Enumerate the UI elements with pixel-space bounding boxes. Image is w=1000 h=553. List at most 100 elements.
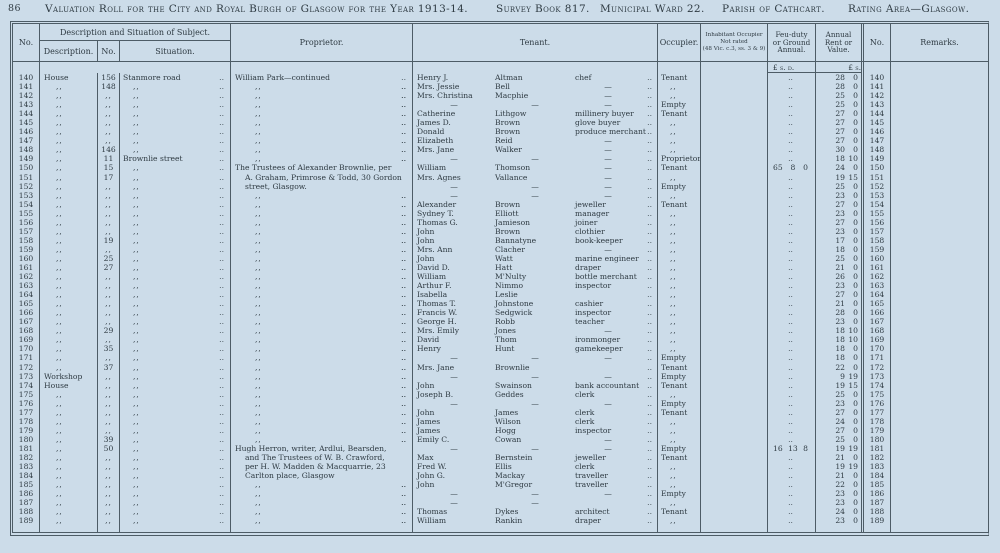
remarks-cell [891, 489, 988, 498]
inhabitant-occupier-cell [701, 217, 768, 227]
annual-rent-cell: 19 19 [835, 462, 858, 472]
inhabitant-occupier-cell [701, 235, 768, 245]
table-row: 164,,,,,,....,,.. Isabella Leslie..,,.. 27 0… [13, 290, 988, 300]
remarks-cell [891, 435, 988, 444]
situation-cell: ,,.. [120, 425, 231, 435]
description-cell: ,, [40, 281, 98, 291]
occupier-cell: Tenant [658, 199, 701, 209]
remarks-cell [891, 218, 988, 227]
inhabitant-occupier-cell [701, 73, 768, 83]
description-cell: ,, [40, 199, 98, 209]
header-situation: Situation. [155, 46, 195, 56]
street-number-cell: ,, [98, 425, 120, 435]
proprietor-cell: ..,,.. [231, 118, 413, 128]
annual-rent-cell: 23 0 [835, 398, 858, 408]
tenant-cell: Max Bernstein jeweller.. [413, 452, 658, 463]
description-cell: ,, [40, 181, 98, 191]
description-cell: House [40, 380, 98, 390]
situation-cell: Stanmore road.. [120, 73, 231, 83]
row-number-right: 148 [861, 145, 891, 155]
row-number: 168 [13, 326, 40, 336]
tenant-cell: Alexander Brown jeweller.. [413, 199, 658, 209]
row-number-right: 176 [861, 398, 891, 408]
street-number-cell: 27 [98, 262, 120, 273]
occupier-cell: ,, [658, 471, 701, 481]
street-number-cell: 35 [98, 344, 120, 354]
occupier-cell: ,, [658, 281, 701, 291]
occupier-cell: ,, [658, 217, 701, 227]
proprietor-cell: ..,,.. [231, 226, 413, 236]
tenant-cell: Fred W. Ellis clerk.. [413, 462, 658, 472]
description-cell: ,, [40, 136, 98, 146]
street-number-cell: ,, [98, 317, 120, 327]
remarks-cell [891, 227, 988, 236]
row-number-right: 174 [861, 380, 891, 390]
feu-duty-cell: .. [768, 281, 816, 291]
proprietor-cell: ..,,.. [231, 416, 413, 426]
situation-cell: ,,.. [120, 136, 231, 146]
description-cell: ,, [40, 425, 98, 435]
table-row: 184,,,,,,.. Carlton place, Glasgow John G.… [13, 471, 988, 481]
row-number: 185 [13, 480, 40, 490]
occupier-cell: Empty [658, 181, 701, 191]
proprietor-cell: ..,,.. [231, 335, 413, 345]
inhabitant-occupier-cell [701, 462, 768, 472]
table-body: 140 House 156 Stanmore road.. William Park—c… [13, 73, 988, 533]
annual-rent-cell: 23 0 [835, 317, 858, 327]
row-number: 175 [13, 389, 40, 399]
header-no-right: No. [861, 24, 891, 61]
street-number-cell: ,, [98, 462, 120, 472]
row-number-right: 157 [861, 226, 891, 236]
remarks-cell [891, 480, 988, 489]
situation-cell: ,,.. [120, 299, 231, 309]
table-row: 151,, 17,,.. A. Graham, Primrose & Todd, 3… [13, 172, 988, 182]
row-number: 173 [13, 371, 40, 381]
proprietor-cell: street, Glasgow. [231, 181, 413, 191]
proprietor-cell: ..,,.. [231, 109, 413, 119]
table-row: 189,,,,,,....,,.. William Rankin draper..,,… [13, 516, 988, 526]
description-cell: ,, [40, 462, 98, 472]
proprietor-cell: ..,,.. [231, 362, 413, 372]
situation-cell: ,,.. [120, 163, 231, 173]
description-cell: House [40, 73, 98, 83]
occupier-cell: Empty [658, 489, 701, 499]
feu-duty-cell: .. [768, 353, 816, 363]
situation-cell: ,,.. [120, 516, 231, 526]
annual-rent-cell: 23 0 [835, 498, 858, 508]
table-row: 148,, 146,,....,,.. Mrs. Jane Walker —..,,..… [13, 145, 988, 155]
valuation-table: No. Description and Situation of Subject… [10, 21, 989, 537]
remarks-cell [891, 507, 988, 516]
feu-duty-cell: .. [768, 398, 816, 408]
situation-cell: ,,.. [120, 145, 231, 155]
description-cell: ,, [40, 82, 98, 92]
tenant-cell: James Wilson clerk.. [413, 416, 658, 426]
tenant-cell: Mrs. Ann Clacher —.. [413, 244, 658, 254]
proprietor-cell: A. Graham, Primrose & Todd, 30 Gordon [231, 172, 413, 182]
description-cell: ,, [40, 498, 98, 508]
running-head: 86 Valuation Roll for the City and Royal… [0, 3, 1000, 19]
street-number-cell: ,, [98, 480, 120, 490]
remarks-cell [891, 272, 988, 281]
table-row: 168,, 29,,....,,.. Mrs. Emily Jones —..,,.. 1… [13, 326, 988, 336]
inhabitant-occupier-cell [701, 299, 768, 309]
remarks-cell [891, 290, 988, 299]
inhabitant-occupier-cell [701, 407, 768, 417]
remarks-cell [891, 91, 988, 100]
row-number: 179 [13, 425, 40, 435]
situation-cell: ,,.. [120, 434, 231, 444]
occupier-cell: ,, [658, 434, 701, 444]
situation-cell: ,,.. [120, 272, 231, 282]
proprietor-cell: ..,,.. [231, 425, 413, 435]
annual-rent-cell: 27 0 [835, 136, 858, 146]
occupier-cell: Empty [658, 398, 701, 408]
annual-rent-cell: 21 0 [835, 452, 858, 462]
inhabitant-occupier-cell [701, 281, 768, 291]
proprietor-cell: ..,,.. [231, 398, 413, 408]
table-row: 163,,,,,,....,,.. Arthur F. Nimmo inspector… [13, 281, 988, 291]
annual-rent-cell: 23 0 [835, 208, 858, 218]
annual-rent-cell: 23 0 [835, 226, 858, 236]
row-number: 172 [13, 362, 40, 372]
feu-duty-cell: .. [768, 498, 816, 508]
remarks-cell [891, 353, 988, 362]
remarks-cell [891, 109, 988, 118]
